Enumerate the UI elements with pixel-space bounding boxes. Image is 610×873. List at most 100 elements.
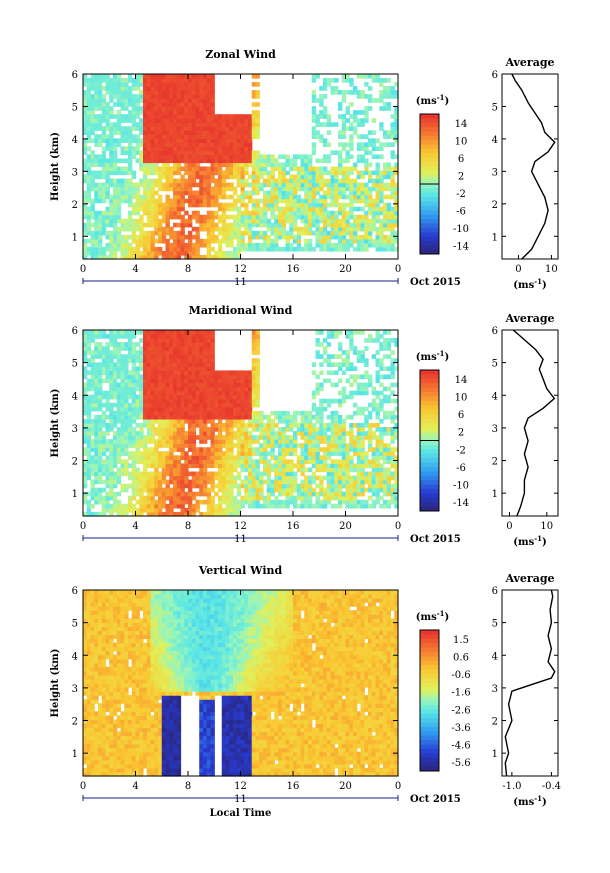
heatmap-cell — [345, 242, 350, 248]
heatmap-cell — [345, 90, 350, 95]
heatmap-cell — [124, 366, 129, 372]
heatmap-cell — [356, 198, 362, 204]
heatmap-cell — [353, 206, 358, 212]
heatmap-cell — [206, 82, 212, 87]
heatmap-cell — [375, 74, 380, 79]
heatmap-cell — [203, 166, 208, 172]
heatmap-cell — [184, 495, 189, 501]
heatmap-cell — [349, 134, 354, 139]
heatmap-cell — [146, 190, 152, 196]
heatmap-cell — [334, 186, 339, 192]
heatmap-cell — [109, 495, 114, 501]
heatmap-cell — [394, 234, 399, 240]
heatmap-cell — [206, 194, 212, 200]
heatmap-cell — [188, 126, 193, 131]
heatmap-cell — [281, 166, 287, 172]
heatmap-cell — [169, 226, 174, 232]
heatmap-cell — [120, 354, 125, 359]
heatmap-cell — [135, 378, 140, 384]
heatmap-cell — [169, 423, 174, 428]
heatmap-cell — [165, 206, 170, 212]
heatmap-cell — [195, 202, 200, 208]
heatmap-cell — [128, 483, 133, 489]
heatmap-cell — [270, 174, 275, 180]
heatmap-cell — [128, 202, 133, 208]
heatmap-cell — [233, 218, 238, 224]
heatmap-cell — [221, 126, 227, 131]
heatmap-cell — [195, 358, 200, 363]
heatmap-cell — [191, 418, 197, 424]
heatmap-cell — [184, 130, 189, 135]
heatmap-cell — [371, 202, 377, 208]
heatmap-cell — [233, 467, 238, 473]
heatmap-cell — [105, 350, 110, 355]
heatmap-cell — [150, 463, 155, 469]
heatmap-cell — [308, 226, 313, 232]
heatmap-cell — [135, 402, 140, 408]
heatmap-cell — [191, 471, 197, 477]
heatmap-cell — [154, 431, 159, 436]
heatmap-cell — [176, 122, 182, 127]
heatmap-cell — [116, 471, 122, 477]
heatmap-cell — [248, 499, 253, 505]
heatmap-cell — [315, 114, 320, 119]
heatmap-cell — [338, 166, 343, 172]
heatmap-cell — [113, 390, 118, 396]
heatmap-cell — [203, 431, 208, 436]
heatmap-cell — [188, 459, 193, 465]
heatmap-cell — [165, 418, 170, 424]
heatmap-cell — [345, 154, 350, 160]
heatmap-cell — [311, 423, 317, 428]
heatmap-cell — [113, 218, 118, 224]
heatmap-cell — [131, 354, 137, 359]
heatmap-cell — [165, 435, 170, 440]
heatmap-cell — [94, 447, 99, 452]
heatmap-cell — [94, 491, 99, 497]
heatmap-cell — [375, 166, 380, 172]
heatmap-cell — [143, 106, 148, 111]
heatmap-cell — [113, 126, 118, 131]
heatmap-cell — [195, 78, 200, 83]
heatmap-cell — [128, 334, 133, 339]
heatmap-cell — [169, 362, 174, 367]
heatmap-cell — [139, 250, 144, 256]
heatmap-cell — [199, 166, 204, 172]
heatmap-cell — [240, 410, 245, 416]
heatmap-cell — [296, 206, 302, 212]
heatmap-cell — [255, 398, 260, 404]
heatmap-cell — [263, 210, 268, 216]
heatmap-cell — [180, 150, 185, 156]
heatmap-cell — [150, 206, 155, 212]
heatmap-cell — [368, 194, 373, 200]
heatmap-cell — [296, 198, 302, 204]
heatmap-cell — [375, 194, 380, 200]
heatmap-cell — [390, 174, 395, 180]
heatmap-cell — [364, 226, 369, 232]
heatmap-cell — [143, 166, 148, 172]
heatmap-cell — [154, 90, 159, 95]
heatmap-cell — [124, 146, 129, 152]
heatmap-cell — [169, 398, 174, 404]
heatmap-cell — [191, 366, 197, 372]
heatmap-cell — [244, 154, 249, 160]
heatmap-cell — [285, 451, 290, 456]
colorbar-segment — [420, 184, 439, 189]
heatmap-cell — [131, 495, 137, 501]
heatmap-cell — [221, 423, 227, 428]
heatmap-cell — [128, 170, 133, 176]
heatmap-cell — [274, 182, 279, 188]
heatmap-cell — [206, 154, 212, 160]
heatmap-cell — [263, 447, 268, 452]
heatmap-cell — [184, 390, 189, 396]
heatmap-cell — [188, 338, 193, 343]
heatmap-cell — [124, 86, 129, 91]
heatmap-cell — [244, 210, 249, 216]
heatmap-cell — [176, 162, 182, 168]
heatmap-cell — [90, 374, 95, 380]
heatmap-cell — [383, 202, 388, 208]
heatmap-cell — [270, 154, 275, 160]
heatmap-cell — [255, 182, 260, 188]
heatmap-cell — [296, 467, 302, 473]
heatmap-cell — [158, 174, 163, 180]
heatmap-cell — [236, 214, 242, 220]
